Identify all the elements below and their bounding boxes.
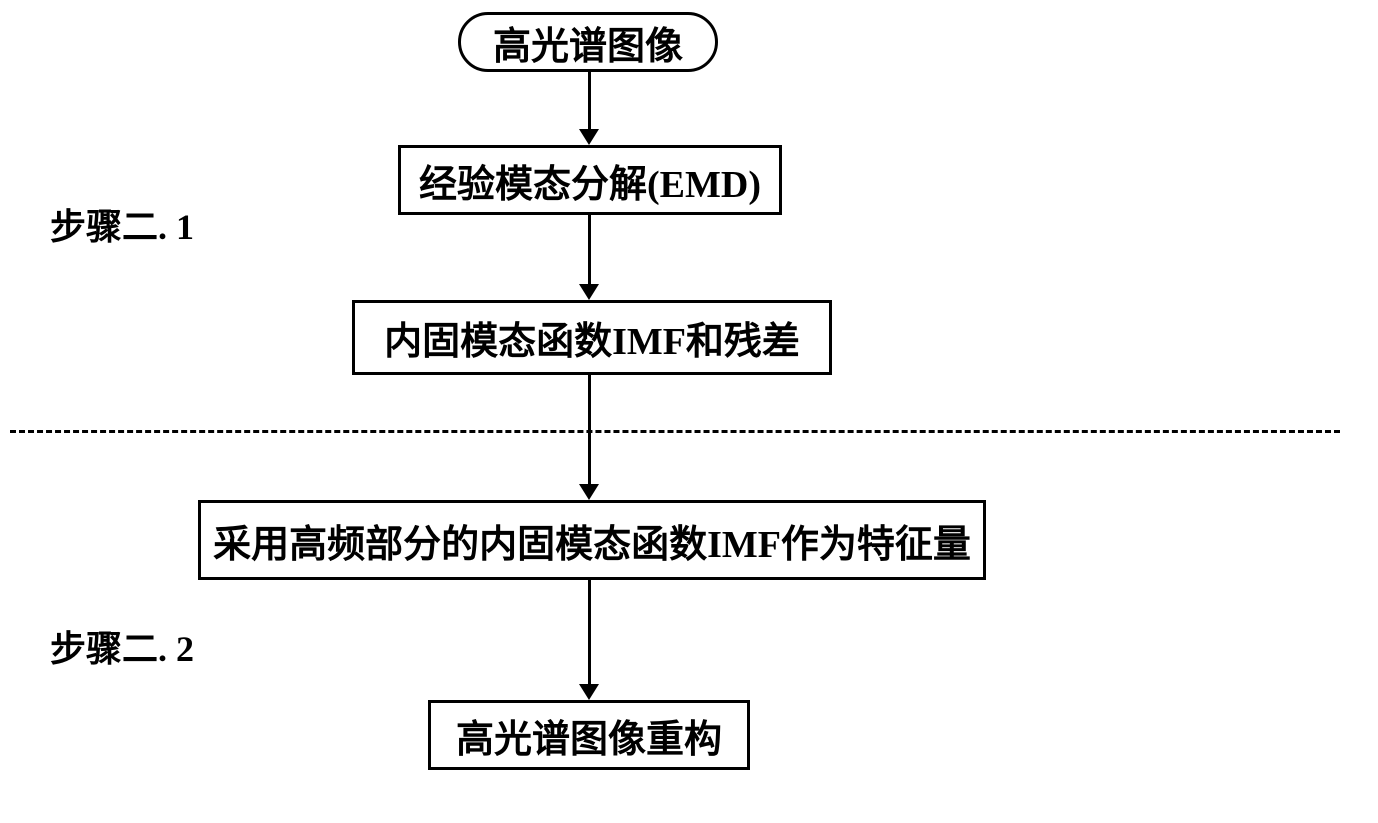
node-highfreq-imf: 采用高频部分的内固模态函数IMF作为特征量 xyxy=(198,500,986,580)
section-divider xyxy=(10,430,1340,433)
arrow-1-line xyxy=(588,72,591,129)
step-label-1: 步骤二. 1 xyxy=(50,198,194,250)
node-emd: 经验模态分解(EMD) xyxy=(398,145,782,215)
arrow-4-line xyxy=(588,580,591,684)
arrow-2-line xyxy=(588,215,591,284)
node-imf-residual: 内固模态函数IMF和残差 xyxy=(352,300,832,375)
node-input: 高光谱图像 xyxy=(458,12,718,72)
arrow-4-head xyxy=(579,684,599,700)
arrow-2-head xyxy=(579,284,599,300)
step-label-2: 步骤二. 2 xyxy=(50,620,194,672)
node-reconstruction: 高光谱图像重构 xyxy=(428,700,750,770)
arrow-3-head xyxy=(579,484,599,500)
arrow-1-head xyxy=(579,129,599,145)
